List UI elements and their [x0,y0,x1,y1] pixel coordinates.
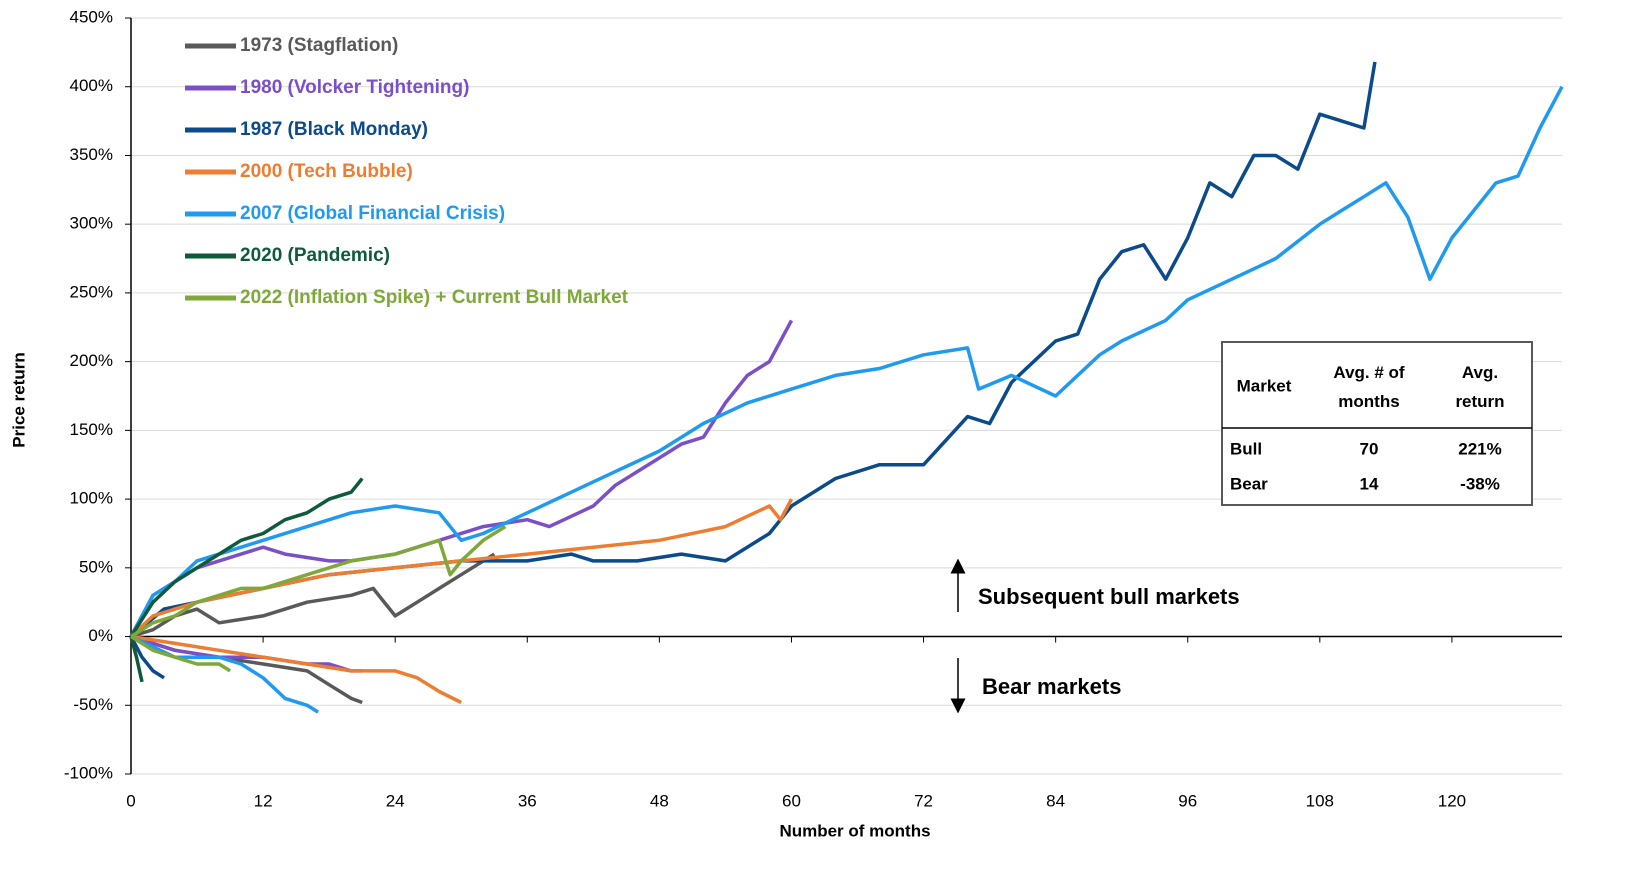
legend-label: 1987 (Black Monday) [240,119,428,140]
legend-label: 1980 (Volcker Tightening) [240,77,469,98]
legend-label: 2022 (Inflation Spike) + Current Bull Ma… [240,287,629,308]
x-tick-label: 48 [650,791,669,810]
series-line [129,477,364,638]
x-tick-label: 72 [914,791,933,810]
table-cell: -38% [1460,474,1500,493]
y-tick-label: 400% [70,76,113,95]
table-cell: 221% [1458,439,1501,458]
y-tick-label: -50% [73,695,113,714]
y-axis-title: Price return [9,352,28,447]
x-tick-label: 36 [518,791,537,810]
table-cell: Bull [1230,439,1262,458]
x-tick-label: 84 [1046,791,1065,810]
y-tick-label: 450% [70,7,113,26]
series-line [130,634,320,714]
series-line [129,319,794,638]
legend-label: 2020 (Pandemic) [240,245,390,266]
table-cell: 14 [1360,474,1379,493]
y-tick-label: -100% [64,763,113,782]
legend-label: 1973 (Stagflation) [240,35,398,56]
x-tick-label: 108 [1306,791,1334,810]
series-line [130,635,232,673]
x-axis-title: Number of months [779,821,930,840]
y-tick-label: 200% [70,351,113,370]
series-line [129,85,1564,638]
x-tick-label: 0 [126,791,135,810]
table-cell: Bear [1230,474,1268,493]
x-tick-label: 12 [254,791,273,810]
series-line [130,634,462,705]
y-tick-label: 150% [70,420,113,439]
table-header: Avg. # of months [1333,363,1404,411]
series-line [129,61,1377,638]
y-tick-label: 100% [70,489,113,508]
legend-label: 2000 (Tech Bubble) [240,161,413,182]
table-cell: 70 [1360,439,1379,458]
x-tick-label: 120 [1438,791,1466,810]
x-tick-label: 96 [1178,791,1197,810]
table-header: Avg. return [1455,363,1504,411]
annotation: Bear markets [982,674,1121,699]
y-tick-label: 50% [79,557,113,576]
y-tick-label: 350% [70,145,113,164]
annotation: Subsequent bull markets [978,584,1240,609]
y-tick-label: 0% [88,626,113,645]
series-line [130,525,507,638]
series-line [130,552,496,639]
summary-table [1221,341,1533,506]
x-tick-label: 60 [782,791,801,810]
x-tick-label: 24 [386,791,405,810]
series-line [129,635,165,680]
legend-label: 2007 (Global Financial Crisis) [240,203,505,224]
y-tick-label: 300% [70,214,113,233]
y-tick-label: 250% [70,282,113,301]
table-header: Market [1237,376,1292,395]
series-line [129,636,144,683]
